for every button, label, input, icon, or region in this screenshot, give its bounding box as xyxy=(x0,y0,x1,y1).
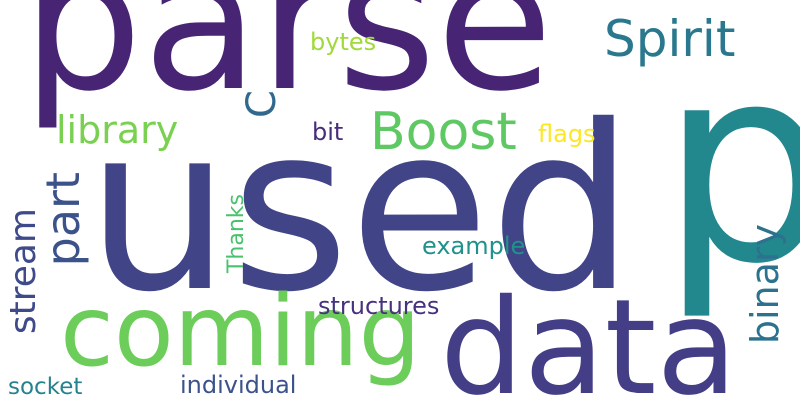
word-part: part xyxy=(36,172,90,267)
word-c: C xyxy=(239,90,285,118)
word-bit: bit xyxy=(312,118,344,146)
word-individual: individual xyxy=(180,371,297,399)
word-spirit: Spirit xyxy=(604,10,736,68)
word-flags: flags xyxy=(538,120,596,148)
word-coming: coming xyxy=(60,275,421,389)
word-parse: parse xyxy=(22,0,554,133)
word-thanks: Thanks xyxy=(224,194,249,274)
word-example: example xyxy=(422,232,526,260)
word-boost: Boost xyxy=(370,102,517,162)
word-bytes: bytes xyxy=(310,28,377,56)
word-p: p xyxy=(660,8,800,324)
word-data: data xyxy=(440,271,738,400)
word-socket: socket xyxy=(8,374,83,400)
word-stream: stream xyxy=(3,208,44,335)
word-used: used xyxy=(86,76,635,342)
word-structures: structures xyxy=(318,292,440,320)
word-library: library xyxy=(56,108,179,152)
word-binary: binary xyxy=(743,224,787,345)
